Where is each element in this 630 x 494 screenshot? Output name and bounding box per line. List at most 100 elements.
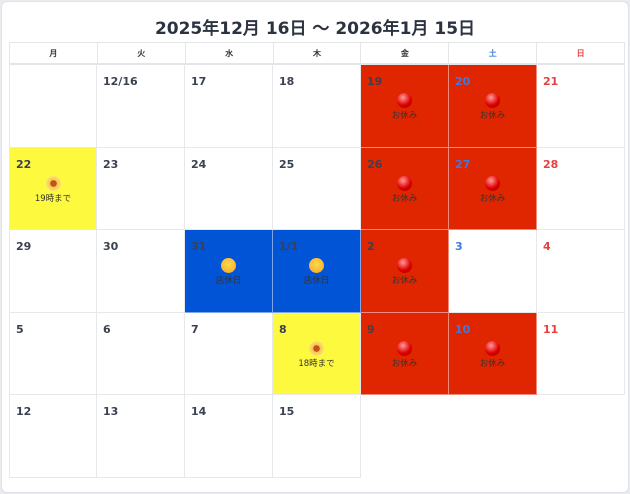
day-cell[interactable]: 21 xyxy=(537,65,625,148)
red-ball-icon xyxy=(485,340,500,356)
day-event: お休み xyxy=(449,175,536,204)
weekday-mon: 月 xyxy=(10,43,98,63)
weekday-fri: 金 xyxy=(361,43,450,63)
day-number: 28 xyxy=(543,157,559,171)
day-number: 19 xyxy=(367,75,383,88)
day-cell[interactable]: 6 xyxy=(97,312,185,396)
day-number: 5 xyxy=(16,322,24,336)
day-number: 20 xyxy=(455,75,471,88)
day-cell[interactable]: 5 xyxy=(9,312,97,396)
day-cell[interactable]: 9 お休み xyxy=(361,312,449,396)
day-cell[interactable]: 22 19時まで xyxy=(9,147,97,231)
day-number: 17 xyxy=(191,75,207,88)
day-cell[interactable]: 28 xyxy=(537,147,625,231)
weekday-sat: 土 xyxy=(449,43,538,63)
day-number: 11 xyxy=(543,322,559,336)
day-event: お休み xyxy=(361,258,448,286)
day-event: お休み xyxy=(449,93,536,121)
day-number: 8 xyxy=(279,322,287,336)
empty-cell xyxy=(449,395,537,478)
day-cell[interactable]: 1/1 店休日 xyxy=(273,230,361,313)
day-number: 12/16 xyxy=(103,75,138,88)
red-ball-icon xyxy=(397,175,412,191)
weekday-wed: 水 xyxy=(186,43,274,63)
empty-cell xyxy=(361,395,449,478)
day-number: 13 xyxy=(103,405,119,419)
day-number: 26 xyxy=(367,157,383,171)
day-cell[interactable]: 12 xyxy=(9,395,97,478)
red-ball-icon xyxy=(485,175,500,191)
event-label: お休み xyxy=(479,358,506,369)
day-event: 店休日 xyxy=(185,258,272,286)
day-cell[interactable]: 27 お休み xyxy=(449,147,537,231)
event-label: お休み xyxy=(391,193,418,204)
day-event: お休み xyxy=(361,175,448,204)
day-cell[interactable]: 26 お休み xyxy=(361,147,449,231)
event-label: 店休日 xyxy=(303,276,330,287)
calendar-week: 12/16 17 18 19 お休み 20 お休み 21 xyxy=(9,65,625,148)
sleeping-face-icon xyxy=(221,258,236,274)
day-cell[interactable]: 8 18時まで xyxy=(273,312,361,396)
day-cell[interactable]: 24 xyxy=(185,147,273,231)
day-number: 24 xyxy=(191,157,207,171)
day-event: 19時まで xyxy=(10,175,96,204)
day-number: 7 xyxy=(191,322,199,336)
event-label: お休み xyxy=(391,276,418,287)
red-ball-icon xyxy=(397,93,412,108)
calendar-grid: 月 火 水 木 金 土 日 12/16 17 18 19 お休み 20 お休み 21 22 19時… xyxy=(9,42,625,478)
day-number: 3 xyxy=(455,240,463,254)
red-ball-icon xyxy=(397,340,412,356)
day-number: 15 xyxy=(279,405,295,419)
flower-icon xyxy=(309,340,324,356)
weekday-header: 月 火 水 木 金 土 日 xyxy=(9,42,625,65)
event-label: 店休日 xyxy=(215,276,242,287)
day-cell[interactable]: 17 xyxy=(185,65,273,148)
day-cell[interactable]: 31 店休日 xyxy=(185,230,273,313)
event-label: 19時まで xyxy=(34,193,72,204)
day-number: 27 xyxy=(455,157,471,171)
day-cell[interactable]: 23 xyxy=(97,147,185,231)
day-number: 1/1 xyxy=(279,240,299,254)
day-cell[interactable]: 12/16 xyxy=(97,65,185,148)
day-cell[interactable] xyxy=(9,65,97,148)
day-cell[interactable]: 3 xyxy=(449,230,537,313)
day-cell[interactable]: 7 xyxy=(185,312,273,396)
red-ball-icon xyxy=(397,258,412,274)
event-label: お休み xyxy=(391,358,418,369)
day-cell[interactable]: 18 xyxy=(273,65,361,148)
event-label: 18時まで xyxy=(298,358,335,369)
day-cell[interactable]: 10 お休み xyxy=(449,312,537,396)
day-cell[interactable]: 13 xyxy=(97,395,185,478)
event-label: お休み xyxy=(479,193,506,204)
day-event: お休み xyxy=(361,93,448,121)
day-number: 18 xyxy=(279,75,295,88)
day-cell[interactable]: 30 xyxy=(97,230,185,313)
day-cell[interactable]: 19 お休み xyxy=(361,65,449,148)
day-number: 2 xyxy=(367,240,375,254)
weekday-sun: 日 xyxy=(576,49,585,58)
day-cell[interactable]: 2 お休み xyxy=(361,230,449,313)
day-number: 10 xyxy=(455,322,471,336)
day-cell[interactable]: 20 お休み xyxy=(449,65,537,148)
weekday-thu: 木 xyxy=(274,43,362,63)
day-cell[interactable]: 4 xyxy=(537,230,625,313)
day-event: 18時まで xyxy=(273,340,360,369)
day-number: 21 xyxy=(543,75,559,88)
calendar-week: 22 19時まで 23 24 25 26 お休み 27 お休み 28 xyxy=(9,147,625,231)
day-number: 30 xyxy=(103,240,119,254)
day-cell[interactable]: 25 xyxy=(273,147,361,231)
event-label: お休み xyxy=(391,111,418,121)
day-cell[interactable]: 11 xyxy=(537,312,625,396)
day-cell[interactable]: 14 xyxy=(185,395,273,478)
calendar-week: 12 13 14 15 xyxy=(9,395,625,478)
day-cell[interactable]: 15 xyxy=(273,395,361,478)
calendar-week: 5 6 7 8 18時まで 9 お休み 10 お休み 11 xyxy=(9,312,625,396)
calendar-title: 2025年12月 16日 〜 2026年1月 15日 xyxy=(154,19,476,39)
day-number: 12 xyxy=(16,405,32,419)
day-event: お休み xyxy=(361,340,448,369)
red-ball-icon xyxy=(485,93,500,108)
day-number: 6 xyxy=(103,322,111,336)
sleeping-face-icon xyxy=(309,258,324,274)
day-cell[interactable]: 29 xyxy=(9,230,97,313)
